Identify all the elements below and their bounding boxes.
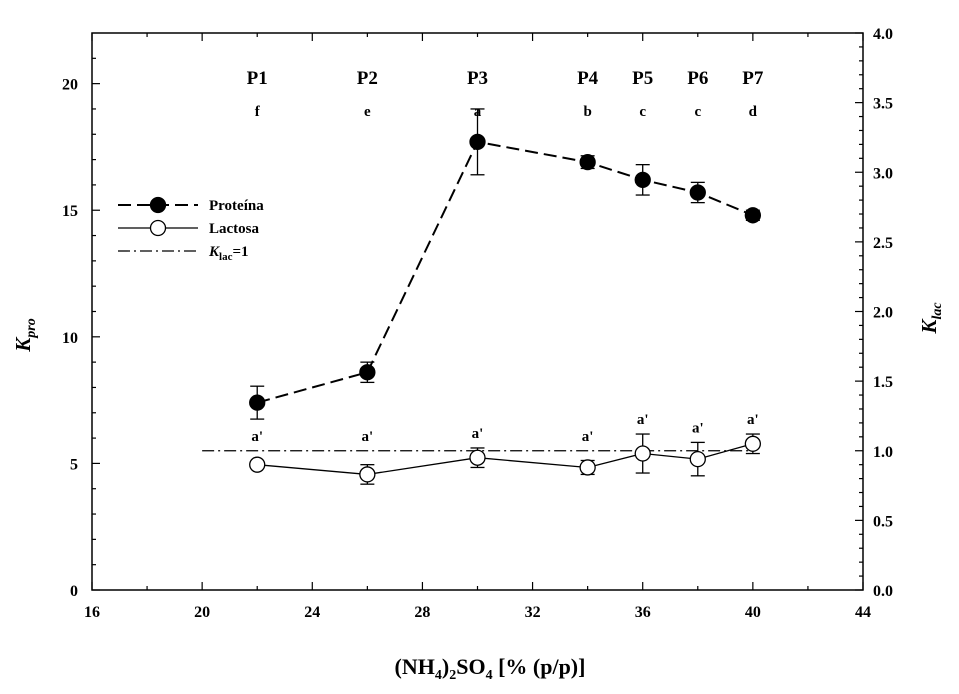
phase-label: P3 — [467, 68, 488, 89]
phase-label: P1 — [247, 68, 268, 89]
lactose-significance-letter: a' — [472, 426, 484, 442]
y-left-tick-label: 5 — [70, 456, 78, 473]
legend: Proteína Lactosa Klac=1 — [118, 196, 264, 263]
lactose-significance-letter: a' — [362, 429, 374, 445]
legend-marker-lactosa — [149, 219, 167, 237]
y-left-tick-label: 15 — [62, 203, 78, 220]
protein-significance-letter: c — [694, 104, 701, 120]
lactose-significance-letter: a' — [251, 429, 263, 445]
protein-significance-letter: e — [364, 104, 371, 120]
protein-significance-letter: a — [474, 104, 482, 120]
data-point-lactosa — [359, 466, 376, 483]
data-point-proteina — [579, 153, 596, 171]
series-line-proteina — [256, 140, 754, 404]
data-point-proteina — [249, 394, 266, 411]
x-tick-label: 16 — [84, 604, 100, 621]
phase-labels: P1 f P2 e P3 a P4 b P5 c P6 c P7 d a' a' a' a' a' a' a' — [247, 68, 764, 445]
y-right-tick-label: 1.5 — [873, 374, 893, 391]
x-tick-label: 36 — [635, 604, 651, 621]
phase-label: P2 — [357, 68, 378, 89]
data-point-proteina — [359, 364, 376, 381]
y-axis-left-title: Kpro — [11, 318, 39, 352]
series-group — [249, 108, 762, 485]
y-right-tick-label: 2.5 — [873, 235, 893, 252]
phase-label: P7 — [742, 68, 764, 89]
legend-label-lactosa: Lactosa — [209, 221, 259, 237]
protein-significance-letter: d — [749, 104, 758, 120]
y-right-tick-label: 2.0 — [873, 305, 893, 322]
phase-label: P5 — [632, 68, 653, 89]
lactose-significance-letter: a' — [747, 412, 759, 428]
protein-significance-letter: b — [583, 104, 591, 120]
data-point-proteina — [469, 133, 486, 151]
lactose-significance-letter: a' — [582, 429, 594, 445]
y-right-tick-label: 4.0 — [873, 26, 893, 43]
data-point-proteina — [744, 207, 762, 224]
x-tick-label: 40 — [745, 604, 761, 621]
y-right-tick-label: 3.0 — [873, 165, 893, 182]
y-axis-right-title: Klac — [917, 302, 945, 335]
y-left-tick-label: 0 — [70, 583, 78, 600]
protein-significance-letter: c — [639, 104, 646, 120]
data-point-lactosa — [249, 456, 266, 473]
protein-significance-letter: f — [255, 104, 261, 120]
x-tick-label: 20 — [194, 604, 210, 621]
y-right-tick-label: 3.5 — [873, 96, 893, 113]
y-axis-right: 0.0 0.5 1.0 1.5 2.0 2.5 3.0 3.5 4.0 — [855, 26, 893, 600]
phase-label: P6 — [687, 68, 708, 89]
x-tick-label: 44 — [855, 604, 871, 621]
data-point-lactosa — [744, 435, 762, 452]
x-tick-label: 28 — [414, 604, 430, 621]
data-point-lactosa — [689, 450, 706, 468]
legend-label-proteina: Proteína — [209, 198, 264, 214]
data-point-proteina — [634, 171, 651, 188]
lactose-significance-letter: a' — [637, 412, 649, 428]
x-tick-label: 24 — [304, 604, 320, 621]
data-point-lactosa — [634, 445, 651, 462]
x-axis-title: (NH4)2SO4 [% (p/p)] — [395, 654, 586, 683]
x-tick-label: 32 — [525, 604, 541, 621]
legend-marker-proteina — [149, 196, 167, 214]
data-point-proteina — [689, 184, 706, 201]
lactose-significance-letter: a' — [692, 420, 704, 436]
y-right-tick-label: 1.0 — [873, 444, 893, 461]
x-axis: 16 20 24 28 32 36 40 44 — [84, 33, 871, 621]
series-line-lactosa — [257, 443, 754, 476]
data-point-lactosa — [469, 449, 486, 466]
y-left-tick-label: 10 — [62, 330, 78, 347]
y-axis-left: 0 5 10 15 20 — [62, 57, 100, 600]
legend-label-reference: Klac=1 — [208, 244, 249, 263]
phase-label: P4 — [577, 68, 599, 89]
y-right-tick-label: 0.5 — [873, 513, 893, 530]
y-left-tick-label: 20 — [62, 77, 78, 94]
data-point-lactosa — [579, 459, 596, 476]
y-right-tick-label: 0.0 — [873, 583, 893, 600]
